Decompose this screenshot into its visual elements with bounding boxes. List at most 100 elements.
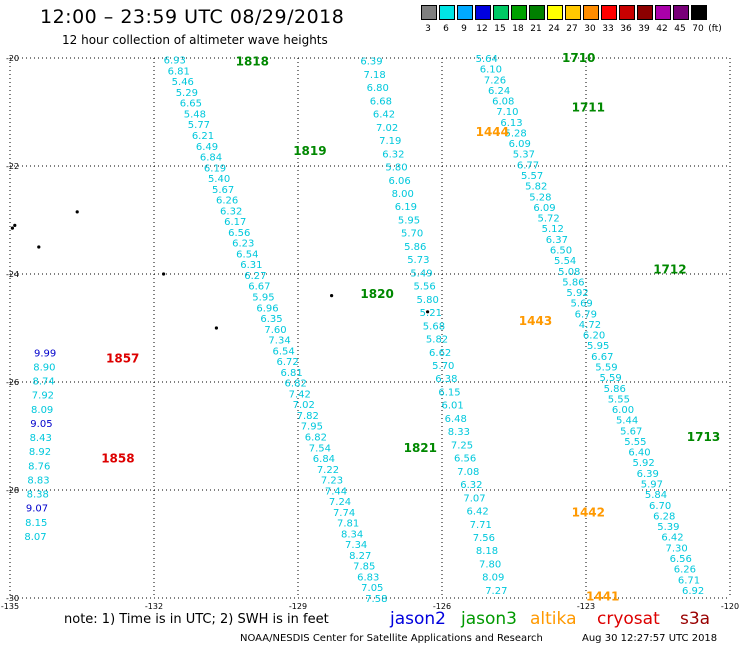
colorbar-swatch [673, 5, 689, 20]
swh-value: 5.92 [632, 458, 654, 469]
x-tick-label: -123 [577, 602, 595, 611]
swh-value: 8.09 [31, 405, 53, 416]
swh-value: 5.82 [525, 182, 547, 193]
swh-value: 8.92 [29, 447, 51, 458]
colorbar-swatch [439, 5, 455, 20]
swh-value: 5.12 [542, 224, 564, 235]
swh-value: 5.39 [657, 522, 679, 533]
island-mark [214, 326, 218, 330]
swh-value: 6.48 [445, 414, 467, 425]
swh-value: 6.24 [488, 86, 510, 97]
swh-value: 7.42 [289, 389, 311, 400]
colorbar-swatch [529, 5, 545, 20]
swh-value: 5.86 [562, 277, 584, 288]
swh-value: 6.96 [256, 303, 278, 314]
colorbar-swatch [601, 5, 617, 20]
swh-value: 6.26 [216, 196, 238, 207]
swh-value: 6.40 [628, 448, 650, 459]
y-tick-label: -28 [6, 486, 19, 495]
island-mark [13, 223, 17, 227]
swh-value: 8.18 [476, 546, 498, 557]
swh-value: 8.74 [33, 377, 55, 388]
swh-value: 6.71 [678, 575, 700, 586]
pass-time-label: 1818 [236, 55, 269, 69]
swh-value: 5.97 [641, 480, 663, 491]
swh-value: 6.72 [276, 357, 298, 368]
swh-value: 5.64 [476, 54, 498, 65]
swh-value: 6.01 [442, 401, 464, 412]
swh-value: 6.62 [429, 348, 451, 359]
credit-line: NOAA/NESDIS Center for Satellite Applica… [240, 633, 543, 644]
swh-value: 5.70 [401, 229, 423, 240]
swh-value: 5.86 [404, 242, 426, 253]
swh-value: 8.07 [24, 532, 46, 543]
swh-value: 6.67 [591, 352, 613, 363]
swh-value: 5.95 [587, 341, 609, 352]
swh-value: 7.27 [485, 586, 507, 597]
y-tick-label: -22 [6, 162, 19, 171]
swh-value: 5.28 [529, 192, 551, 203]
swh-value: 6.49 [196, 142, 218, 153]
swh-value: 6.42 [373, 110, 395, 121]
mission-cryosat: cryosat [597, 609, 660, 629]
mission-jason2: jason2 [390, 609, 446, 629]
swh-value: 7.10 [496, 107, 518, 118]
swh-value: 5.44 [616, 416, 638, 427]
swh-value: 5.57 [521, 171, 543, 182]
swh-value: 5.92 [566, 288, 588, 299]
generation-timestamp: Aug 30 12:27:57 UTC 2018 [582, 633, 718, 644]
pass-time-label: 1444 [476, 125, 509, 139]
swh-value: 5.21 [420, 308, 442, 319]
colorbar-swatch [421, 5, 437, 20]
colorbar-label: 70 [692, 24, 704, 34]
y-tick-label: -26 [6, 378, 19, 387]
swh-value: 6.80 [367, 83, 389, 94]
swh-value: 7.02 [293, 400, 315, 411]
colorbar-swatch [691, 5, 707, 20]
swh-value: 6.39 [360, 57, 382, 68]
footnote: note: 1) Time is in UTC; 2) SWH is in fe… [64, 612, 329, 627]
swh-value: 6.79 [575, 309, 597, 320]
colorbar-swatch [655, 5, 671, 20]
swh-value: 6.09 [533, 203, 555, 214]
swh-value: 6.37 [546, 235, 568, 246]
pass-time-label: 1858 [101, 452, 134, 466]
swh-value: 8.27 [349, 551, 371, 562]
swh-value: 6.68 [370, 96, 392, 107]
swh-value: 6.28 [653, 511, 675, 522]
swh-value: 7.74 [333, 508, 355, 519]
swh-value: 6.81 [281, 368, 303, 379]
colorbar-label: 3 [425, 24, 431, 34]
axis-tick-labels: -135 -132 -129 -126 -123 -120 -20 -22 -24 -26 -28 -… [1, 54, 739, 611]
x-tick-label: -132 [145, 602, 163, 611]
island-mark [330, 294, 334, 298]
swh-value: 6.15 [438, 387, 460, 398]
swh-value: 6.39 [637, 469, 659, 480]
swh-value: 6.27 [244, 271, 266, 282]
swh-value: 6.21 [192, 131, 214, 142]
swh-value: 6.42 [466, 507, 488, 518]
swh-value: 5.69 [571, 299, 593, 310]
swh-value: 6.70 [649, 501, 671, 512]
colorbar-label: 39 [638, 24, 650, 34]
colorbar-swatch [583, 5, 599, 20]
x-tick-label: -129 [289, 602, 307, 611]
swh-value: 5.28 [504, 128, 526, 139]
swh-value: 6.92 [682, 586, 704, 597]
swh-value: 6.26 [674, 565, 696, 576]
swh-value: 6.65 [180, 99, 202, 110]
swh-value: 6.08 [492, 97, 514, 108]
colorbar-label: 30 [584, 24, 596, 34]
swh-value: 8.90 [33, 362, 55, 373]
track-values-layer: 6.936.815.465.296.655.485.776.216.496.84… [24, 54, 704, 605]
swh-value: 5.49 [410, 268, 432, 279]
swh-value: 6.13 [500, 118, 522, 129]
swh-value: 6.10 [480, 65, 502, 76]
swh-value: 9.05 [30, 419, 52, 430]
swh-value: 6.56 [228, 228, 250, 239]
swh-value: 7.22 [317, 465, 339, 476]
swh-value: 6.77 [517, 160, 539, 171]
swh-value: 8.38 [27, 490, 49, 501]
swh-value: 6.67 [248, 282, 270, 293]
